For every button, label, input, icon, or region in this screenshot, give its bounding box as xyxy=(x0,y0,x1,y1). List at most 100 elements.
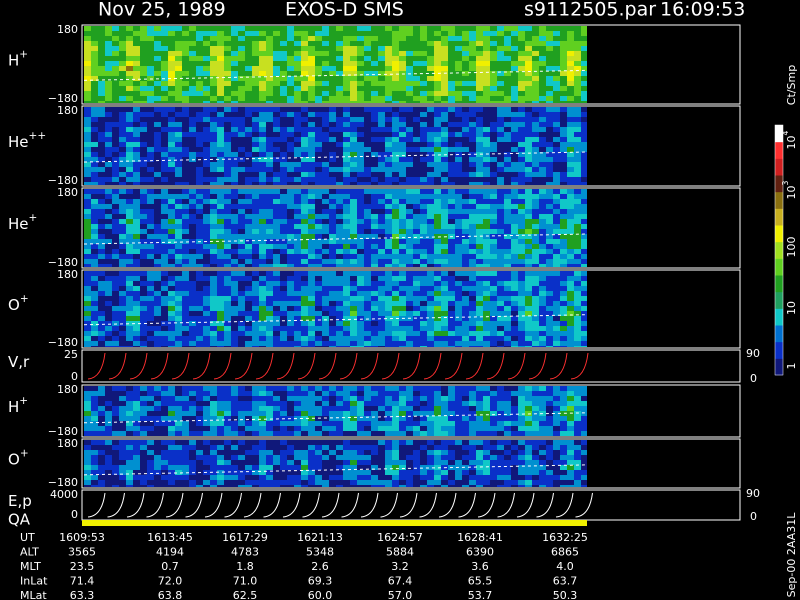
spectrogram-cell xyxy=(371,127,378,132)
spectrogram-cell xyxy=(175,401,182,406)
spectrogram-cell xyxy=(553,137,560,142)
spectrogram-cell xyxy=(231,276,238,281)
spectrogram-cell xyxy=(280,341,287,346)
spectrogram-cell xyxy=(553,341,560,346)
spectrogram-cell xyxy=(217,336,224,341)
spectrogram-cell xyxy=(497,301,504,306)
spectrogram-cell xyxy=(476,321,483,326)
spectrogram-cell xyxy=(567,306,574,311)
spectrogram-cell xyxy=(84,321,91,326)
spectrogram-cell xyxy=(301,177,308,182)
spectrogram-cell xyxy=(490,234,497,239)
spectrogram-cell xyxy=(105,224,112,229)
spectrogram-cell xyxy=(532,336,539,341)
spectrogram-cell xyxy=(490,61,497,66)
spectrogram-cell xyxy=(210,117,217,122)
spectrogram-cell xyxy=(217,137,224,142)
spectrogram-cell xyxy=(581,204,587,209)
spectrogram-cell xyxy=(231,194,238,199)
spectrogram-cell xyxy=(476,167,483,172)
spectrogram-cell xyxy=(455,172,462,177)
spectrogram-cell xyxy=(98,137,105,142)
spectrogram-cell xyxy=(504,259,511,264)
spectrogram-cell xyxy=(560,341,567,346)
spectrogram-cell xyxy=(119,66,126,71)
spectrogram-cell xyxy=(287,86,294,91)
spectrogram-cell xyxy=(497,26,504,31)
spectrogram-cell xyxy=(560,311,567,316)
spectrogram-cell xyxy=(497,189,504,194)
spectrogram-cell xyxy=(266,396,273,401)
spectrogram-cell xyxy=(448,214,455,219)
spectrogram-cell xyxy=(581,336,587,341)
spectrogram-cell xyxy=(105,281,112,286)
spectrogram-cell xyxy=(84,71,91,76)
spectrogram-cell xyxy=(427,167,434,172)
spectrogram-cell xyxy=(175,426,182,431)
spectrogram-cell xyxy=(581,189,587,194)
spectrogram-cell xyxy=(448,331,455,336)
spectrogram-cell xyxy=(126,117,133,122)
spectrogram-cell xyxy=(490,209,497,214)
spectrogram-cell xyxy=(518,112,525,117)
spectrogram-cell xyxy=(301,152,308,157)
spectrogram-cell xyxy=(329,311,336,316)
spectrogram-cell xyxy=(133,321,140,326)
spectrogram-cell xyxy=(427,41,434,46)
spectrogram-cell xyxy=(532,271,539,276)
spectrogram-cell xyxy=(273,177,280,182)
spectrogram-cell xyxy=(196,26,203,31)
spectrogram-cell xyxy=(175,416,182,421)
spectrogram-cell xyxy=(154,239,161,244)
spectrogram-cell xyxy=(574,224,581,229)
spectrogram-cell xyxy=(553,177,560,182)
spectrogram-cell xyxy=(357,132,364,137)
spectrogram-cell xyxy=(567,194,574,199)
spectrogram-cell xyxy=(217,426,224,431)
spectrogram-cell xyxy=(252,249,259,254)
spectrogram-cell xyxy=(287,122,294,127)
spectrogram-cell xyxy=(98,56,105,61)
spectrogram-cell xyxy=(301,31,308,36)
spectrogram-cell xyxy=(301,301,308,306)
spectrogram-cell xyxy=(357,296,364,301)
spectrogram-cell xyxy=(546,122,553,127)
spectrogram-cell xyxy=(231,301,238,306)
spectrogram-cell xyxy=(420,76,427,81)
spectrogram-cell xyxy=(434,254,441,259)
spectrogram-cell xyxy=(329,117,336,122)
spectrogram-cell xyxy=(448,107,455,112)
spectrogram-cell xyxy=(217,316,224,321)
spectrogram-cell xyxy=(91,177,98,182)
spectrogram-cell xyxy=(546,107,553,112)
spectrogram-cell xyxy=(266,316,273,321)
spectrogram-cell xyxy=(399,112,406,117)
spectrogram-cell xyxy=(308,76,315,81)
spectrogram-cell xyxy=(161,127,168,132)
spectrogram-cell xyxy=(518,107,525,112)
spectrogram-cell xyxy=(343,36,350,41)
spectrogram-cell xyxy=(476,107,483,112)
spectrogram-cell xyxy=(350,224,357,229)
spectrogram-cell xyxy=(574,229,581,234)
spectrogram-cell xyxy=(245,249,252,254)
spectrogram-cell xyxy=(567,331,574,336)
spectrogram-cell xyxy=(497,96,504,101)
spectrogram-cell xyxy=(287,112,294,117)
spectrogram-cell xyxy=(532,96,539,101)
spectrogram-cell xyxy=(455,66,462,71)
spectrogram-cell xyxy=(98,71,105,76)
spectrogram-cell xyxy=(490,291,497,296)
spectrogram-cell xyxy=(469,51,476,56)
spectrogram-cell xyxy=(399,31,406,36)
spectrogram-cell xyxy=(266,254,273,259)
spectrogram-cell xyxy=(504,162,511,167)
spectrogram-cell xyxy=(91,386,98,391)
spectrogram-cell xyxy=(154,177,161,182)
spectrogram-cell xyxy=(553,254,560,259)
spectrogram-cell xyxy=(308,229,315,234)
spectrogram-cell xyxy=(154,182,161,185)
spectrogram-cell xyxy=(105,326,112,331)
spectrogram-cell xyxy=(252,311,259,316)
spectrogram-cell xyxy=(175,61,182,66)
